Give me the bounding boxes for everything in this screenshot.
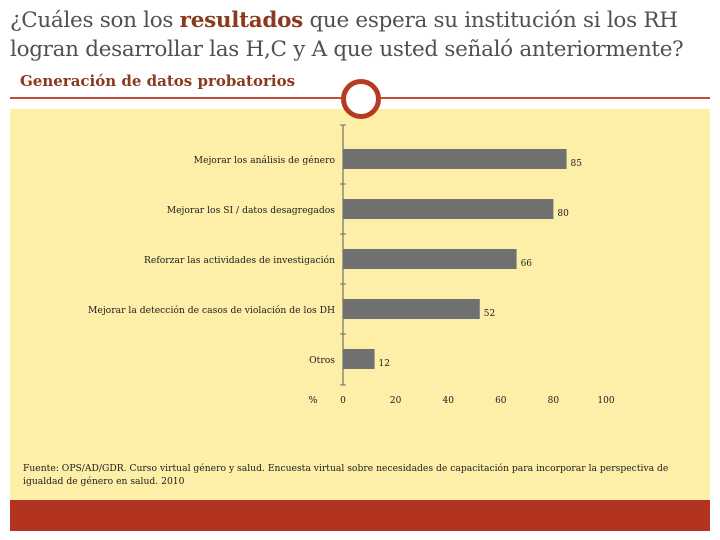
x-tick-label: 20: [390, 396, 402, 406]
x-tick-label: 0: [340, 396, 346, 406]
ring-ornament: [341, 79, 381, 119]
title-text-end: que espera su institución si los RH logr…: [10, 8, 684, 62]
title-bold-word: resultados: [179, 8, 304, 33]
title-text-start: ¿Cuáles son los: [10, 8, 180, 33]
slide-subtitle: Generación de datos probatorios: [20, 72, 296, 90]
bar-1: [343, 149, 567, 169]
x-tick-label: 40: [442, 396, 454, 406]
bar-3: [343, 249, 517, 269]
value-label: 66: [521, 259, 533, 269]
value-label: 80: [557, 209, 569, 219]
category-label: Reforzar las actividades de investigació…: [144, 255, 335, 266]
value-label: 12: [379, 359, 390, 369]
x-axis-unit-label: %: [308, 395, 317, 406]
x-tick-label: 60: [495, 396, 507, 406]
x-tick-label: 80: [548, 396, 560, 406]
chart-panel: Mejorar los análisis de género 85 Mejorar …: [10, 109, 710, 500]
category-label: Mejorar los SI / datos desagregados: [167, 205, 336, 216]
bar-5: [343, 349, 375, 369]
slide-title: ¿Cuáles son los resultados que espera su…: [10, 6, 710, 64]
bar-chart: Mejorar los análisis de género 85 Mejorar …: [88, 124, 615, 406]
x-tick-label: 100: [597, 396, 614, 406]
value-label: 52: [484, 309, 495, 319]
category-label: Otros: [309, 355, 335, 366]
bar-2: [343, 199, 554, 219]
source-note: Fuente: OPS/AD/GDR. Curso virtual género…: [23, 463, 669, 487]
bar-4: [343, 299, 480, 319]
category-label: Mejorar los análisis de género: [194, 155, 336, 166]
footer-bar: [10, 500, 710, 531]
value-label: 85: [571, 159, 583, 169]
category-label: Mejorar la detección de casos de violaci…: [88, 305, 335, 316]
